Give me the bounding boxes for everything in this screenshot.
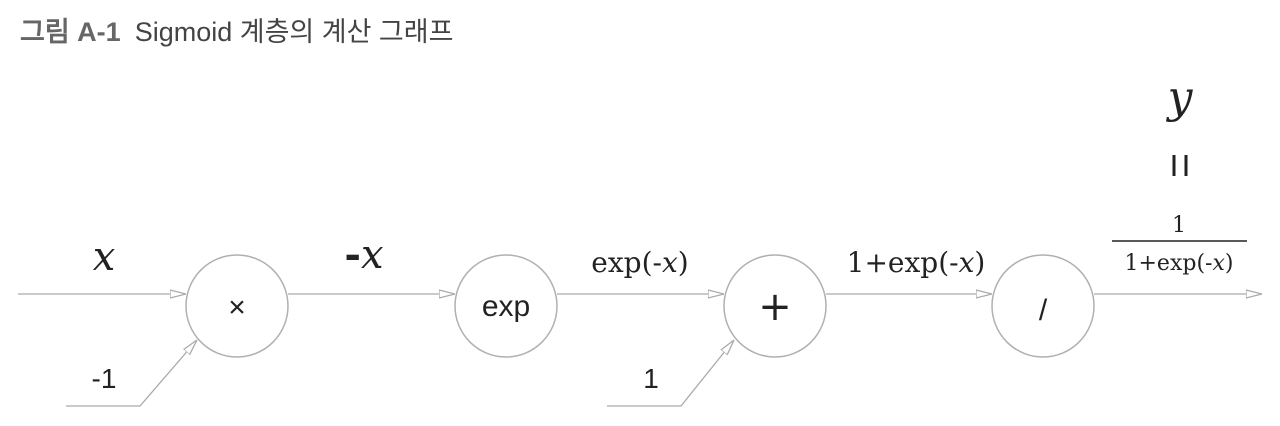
- divide-node: /: [991, 254, 1095, 358]
- exp-node: exp: [454, 254, 558, 358]
- exp-neg-x-label: exp(-x): [591, 246, 688, 279]
- neg-x-minus: -: [344, 231, 361, 278]
- input-x-label: x: [93, 234, 116, 280]
- figure-title: Sigmoid 계층의 계산 그래프: [134, 17, 454, 47]
- one-plus-exp-label: 1+exp(-x): [847, 246, 986, 279]
- multiply-node-label: ×: [228, 291, 246, 324]
- exp-node-label: exp: [482, 290, 530, 323]
- divide-node-label: /: [1039, 294, 1048, 327]
- edge-neg-one-to-multiply: [66, 340, 197, 407]
- one-input-label: 1: [643, 363, 659, 394]
- fraction-denominator: 1+exp(-x): [1125, 251, 1234, 276]
- multiply-node: ×: [185, 254, 289, 358]
- edge-one-to-add: [607, 340, 734, 407]
- figure-label: 그림 A-1: [20, 17, 121, 47]
- add-node: +: [723, 254, 827, 358]
- neg-x-var: x: [361, 232, 384, 278]
- fraction-numerator: 1: [1172, 213, 1186, 238]
- output-y-label: y: [1166, 72, 1194, 123]
- neg-one-input-label: -1: [92, 363, 117, 394]
- neg-x-label: -x: [344, 231, 383, 278]
- figure-caption: 그림 A-1 Sigmoid 계층의 계산 그래프: [20, 10, 453, 49]
- add-node-label: +: [758, 284, 792, 330]
- equals-sign-vertical: =: [1172, 155, 1188, 176]
